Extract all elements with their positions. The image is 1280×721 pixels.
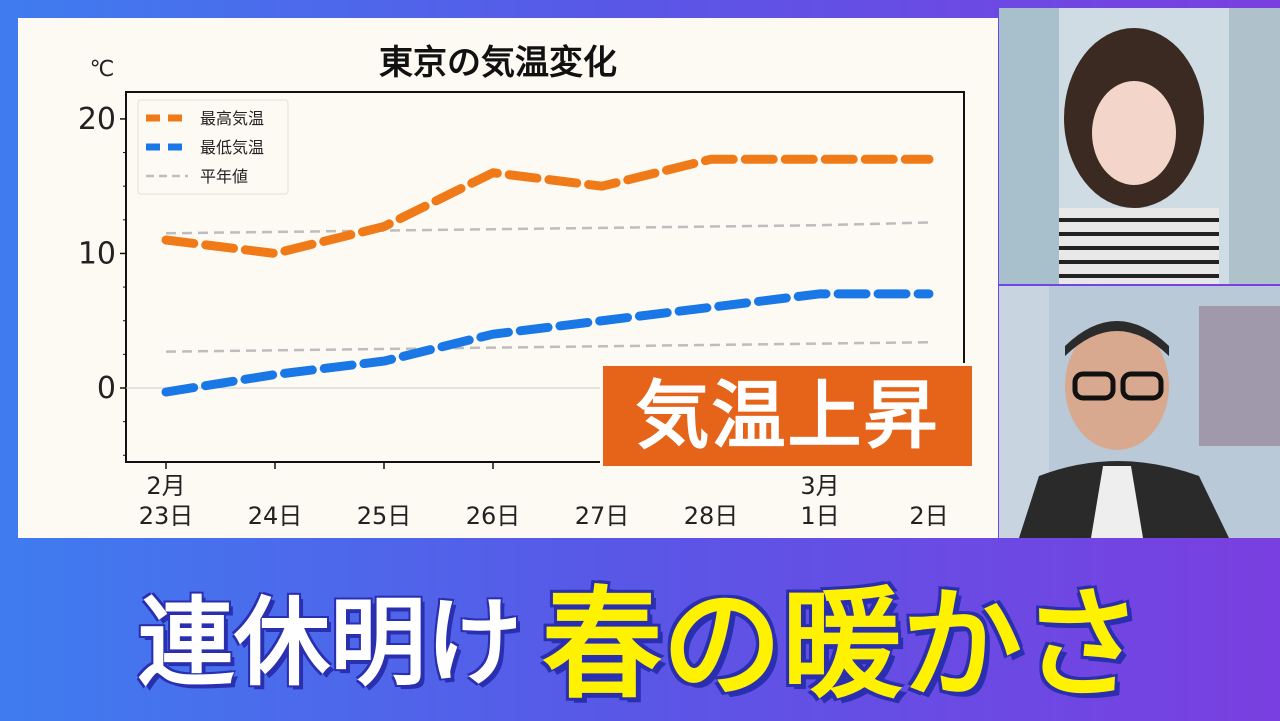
headline-text-yellow: 春の暖かさ: [542, 547, 1142, 721]
x-tick-label-day: 28日: [684, 502, 739, 530]
x-tick-label-day: 24日: [248, 502, 303, 530]
x-tick-label-day: 23日: [139, 502, 194, 530]
y-tick-label: 0: [97, 371, 116, 406]
x-tick-label-day: 26日: [466, 502, 521, 530]
headline-text-white: 連休明け: [138, 565, 522, 704]
legend-label: 最高気温: [200, 109, 264, 128]
x-tick-label-month: 3月: [800, 472, 839, 500]
legend-label: 最低気温: [200, 138, 264, 157]
y-tick-label: 20: [78, 102, 116, 137]
x-tick-label-day: 1日: [800, 502, 839, 530]
temperature-rise-badge: 気温上昇: [603, 366, 972, 466]
presenter-camera-bottom: [999, 286, 1280, 538]
legend-label: 平年値: [200, 167, 248, 186]
presenter-camera-top: [999, 8, 1280, 284]
y-axis-unit: ℃: [90, 57, 115, 82]
y-tick-label: 10: [78, 236, 116, 271]
x-tick-label-day: 25日: [357, 502, 412, 530]
x-tick-label-day: 27日: [575, 502, 630, 530]
x-tick-label-day: 2日: [909, 502, 948, 530]
x-tick-label-month: 2月: [146, 472, 185, 500]
headline-caption: 連休明け 春の暖かさ: [0, 548, 1280, 720]
chart-title: 東京の気温変化: [379, 43, 617, 83]
